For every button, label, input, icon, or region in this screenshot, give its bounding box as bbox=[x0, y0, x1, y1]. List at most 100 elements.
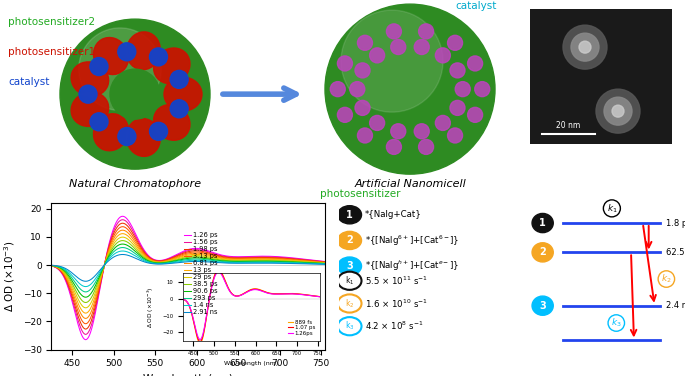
38.5 ps bbox=[82, 300, 90, 305]
Ellipse shape bbox=[153, 48, 190, 84]
1.4 ns bbox=[325, 262, 334, 267]
13 ps bbox=[172, 256, 180, 261]
Ellipse shape bbox=[71, 92, 109, 126]
Line: 2.91 ns: 2.91 ns bbox=[47, 255, 329, 281]
1.98 ps bbox=[257, 255, 265, 260]
Circle shape bbox=[355, 63, 370, 78]
Line: 6.81 ps: 6.81 ps bbox=[47, 230, 329, 318]
90.6 ps bbox=[43, 263, 51, 267]
Circle shape bbox=[370, 115, 385, 130]
Circle shape bbox=[612, 105, 624, 117]
1.4 ns bbox=[119, 249, 127, 253]
3.13 ps bbox=[233, 256, 241, 261]
Circle shape bbox=[468, 107, 483, 122]
2.91 ns bbox=[116, 252, 125, 257]
13 ps bbox=[82, 311, 90, 315]
Circle shape bbox=[90, 113, 108, 131]
Line: 29 ps: 29 ps bbox=[47, 237, 329, 308]
Circle shape bbox=[414, 39, 429, 55]
Text: k$_3$: k$_3$ bbox=[345, 320, 354, 332]
Circle shape bbox=[110, 69, 160, 119]
6.81 ps bbox=[82, 316, 90, 321]
13 ps bbox=[119, 231, 127, 236]
90.6 ps bbox=[119, 242, 127, 246]
Circle shape bbox=[532, 243, 553, 262]
2.91 ns bbox=[43, 263, 51, 267]
293 ps bbox=[116, 246, 125, 250]
6.81 ps bbox=[210, 254, 219, 259]
Circle shape bbox=[341, 10, 443, 112]
1.98 ps bbox=[233, 256, 241, 260]
90.6 ps bbox=[82, 295, 90, 299]
38.5 ps bbox=[210, 257, 219, 261]
1.56 ps bbox=[325, 260, 334, 264]
2.91 ns bbox=[233, 261, 241, 265]
1.26 ps bbox=[119, 214, 127, 218]
1.26 ps bbox=[233, 255, 241, 259]
29 ps bbox=[43, 263, 51, 267]
Legend: 1.26 ps, 1.56 ps, 1.98 ps, 3.13 ps, 6.81 ps, 13 ps, 29 ps, 38.5 ps, 90.6 ps, 293: 1.26 ps, 1.56 ps, 1.98 ps, 3.13 ps, 6.81… bbox=[184, 231, 218, 315]
Text: photosensitizer: photosensitizer bbox=[320, 189, 401, 199]
1.4 ns bbox=[43, 263, 51, 267]
Text: $k_2$: $k_2$ bbox=[661, 273, 672, 285]
6.81 ps bbox=[116, 229, 125, 233]
13 ps bbox=[233, 258, 241, 262]
1.4 ns bbox=[116, 249, 125, 253]
Circle shape bbox=[338, 56, 352, 71]
13 ps bbox=[43, 263, 51, 267]
Y-axis label: $\Delta$ OD ($\times$10$^{-3}$): $\Delta$ OD ($\times$10$^{-3}$) bbox=[2, 240, 17, 312]
13 ps bbox=[210, 255, 219, 259]
Text: k$_1$: k$_1$ bbox=[345, 274, 354, 287]
Circle shape bbox=[338, 257, 362, 275]
Text: 3: 3 bbox=[539, 301, 546, 311]
90.6 ps bbox=[233, 259, 241, 264]
6.81 ps bbox=[233, 257, 241, 261]
Circle shape bbox=[325, 4, 495, 174]
293 ps bbox=[43, 263, 51, 267]
13 ps bbox=[257, 257, 265, 262]
Ellipse shape bbox=[71, 62, 109, 96]
38.5 ps bbox=[257, 258, 265, 263]
Text: 1.6 × 10$^{10}$ s$^{-1}$: 1.6 × 10$^{10}$ s$^{-1}$ bbox=[365, 297, 428, 310]
29 ps bbox=[325, 261, 334, 265]
1.26 ps bbox=[257, 254, 265, 258]
38.5 ps bbox=[43, 263, 51, 267]
2.91 ns bbox=[210, 260, 219, 265]
Circle shape bbox=[390, 39, 406, 55]
293 ps bbox=[325, 262, 334, 266]
Ellipse shape bbox=[153, 105, 190, 140]
Line: 90.6 ps: 90.6 ps bbox=[47, 244, 329, 297]
Circle shape bbox=[350, 82, 365, 97]
Circle shape bbox=[338, 107, 352, 122]
Text: 1: 1 bbox=[346, 210, 353, 220]
1.4 ns bbox=[233, 261, 241, 265]
Ellipse shape bbox=[126, 32, 160, 70]
Line: 38.5 ps: 38.5 ps bbox=[47, 241, 329, 303]
2.91 ns bbox=[82, 279, 90, 284]
Circle shape bbox=[338, 206, 362, 224]
293 ps bbox=[82, 290, 90, 294]
Circle shape bbox=[456, 82, 470, 97]
Circle shape bbox=[338, 272, 362, 290]
6.81 ps bbox=[257, 256, 265, 261]
Circle shape bbox=[450, 63, 465, 78]
Circle shape bbox=[386, 24, 401, 39]
13 ps bbox=[116, 232, 125, 237]
Text: catalyst: catalyst bbox=[455, 1, 497, 11]
Circle shape bbox=[563, 25, 607, 69]
29 ps bbox=[172, 257, 180, 261]
1.56 ps bbox=[94, 296, 102, 301]
293 ps bbox=[94, 276, 102, 280]
1.4 ns bbox=[172, 260, 180, 264]
Circle shape bbox=[436, 48, 450, 63]
Text: photosensitizer2: photosensitizer2 bbox=[8, 17, 95, 27]
3.13 ps bbox=[325, 261, 334, 265]
3.13 ps bbox=[172, 255, 180, 259]
6.81 ps bbox=[325, 261, 334, 265]
1.26 ps bbox=[116, 215, 125, 219]
1.56 ps bbox=[82, 332, 90, 337]
Circle shape bbox=[149, 122, 168, 140]
Circle shape bbox=[414, 124, 429, 139]
1.26 ps bbox=[325, 260, 334, 264]
Text: k$_2$: k$_2$ bbox=[345, 297, 354, 310]
